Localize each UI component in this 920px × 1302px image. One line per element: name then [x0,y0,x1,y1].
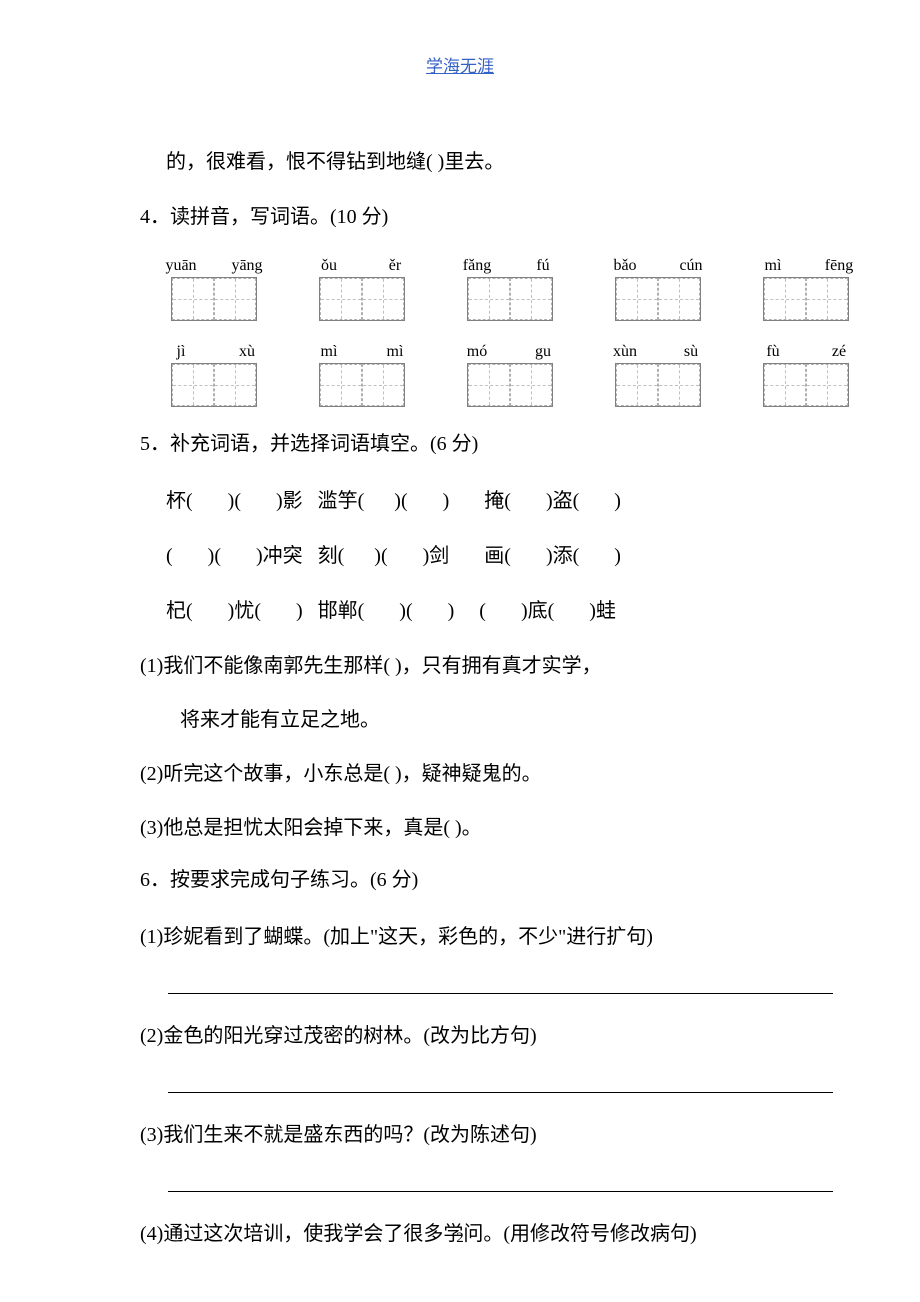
char-box[interactable] [468,364,510,406]
char-box[interactable] [764,364,806,406]
pinyin: fǎng [458,257,496,275]
idiom-row-2: ( )( )冲突 刻( )( )剑 画( )添( ) [140,539,807,568]
q5-sub2: (2)听完这个故事，小东总是( )，疑神疑鬼的。 [140,757,807,786]
pinyin-group: ǒu ěr [310,257,414,321]
pinyin: jì [162,343,200,361]
pinyin: cún [672,257,710,275]
pinyin: xù [228,343,266,361]
pinyin: zé [820,343,858,361]
q6-sub2: (2)金色的阳光穿过茂密的树林。(改为比方句) [140,1019,807,1048]
pinyin: ěr [376,257,414,275]
pinyin: gu [524,343,562,361]
char-box[interactable] [616,278,658,320]
pinyin: xùn [606,343,644,361]
char-box[interactable] [806,278,848,320]
question-4-label: 4．读拼音，写词语。(10 分) [140,202,807,232]
pinyin-boxes-row-2: jìxù mìmì mógu xùnsù fùzé [162,343,807,407]
pinyin: bǎo [606,257,644,275]
pinyin-group: mì fēng [754,257,858,321]
q6-sub3: (3)我们生来不就是盛东西的吗？(改为陈述句) [140,1118,807,1147]
q5-sub1: (1)我们不能像南郭先生那样( )，只有拥有真才实学， [140,649,807,678]
pinyin-group: bǎo cún [606,257,710,321]
pinyin: yāng [228,257,266,275]
char-box[interactable] [214,364,256,406]
char-box[interactable] [172,364,214,406]
char-box[interactable] [510,278,552,320]
char-box[interactable] [320,364,362,406]
page-header: 学海无涯 [0,0,920,77]
char-box[interactable] [764,278,806,320]
pinyin: mó [458,343,496,361]
pinyin-group: fù zé [754,343,858,407]
char-box[interactable] [320,278,362,320]
q5-sub1b: 将来才能有立足之地。 [140,703,807,732]
continuation-text: 的，很难看，恨不得钻到地缝( )里去。 [140,147,807,177]
pinyin: mì [754,257,792,275]
pinyin-group: xùn sù [606,343,710,407]
pinyin: yuān [162,257,200,275]
pinyin-group: mì mì [310,343,414,407]
page-number: 2 [0,1230,920,1247]
pinyin: fēng [820,257,858,275]
pinyin-group: mó gu [458,343,562,407]
question-6-label: 6．按要求完成句子练习。(6 分) [140,865,807,895]
char-box[interactable] [214,278,256,320]
main-content: 的，很难看，恨不得钻到地缝( )里去。 4．读拼音，写词语。(10 分) yuā… [0,77,920,1246]
char-box[interactable] [362,364,404,406]
char-box[interactable] [172,278,214,320]
pinyin: fù [754,343,792,361]
char-box[interactable] [616,364,658,406]
answer-blank-line[interactable] [168,1172,833,1192]
pinyin-group: yuān yāng [162,257,266,321]
question-5-label: 5．补充词语，并选择词语填空。(6 分) [140,429,807,459]
pinyin: mì [310,343,348,361]
pinyin: ǒu [310,257,348,275]
idiom-row-3: 杞( )忧( ) 邯郸( )( ) ( )底( )蛙 [140,594,807,623]
answer-blank-line[interactable] [168,974,833,994]
pinyin-boxes-row-1: yuānyāng ǒuěr fǎngfú bǎocún mìfēng [162,257,807,321]
idiom-row-1: 杯( )( )影 滥竽( )( ) 掩( )盗( ) [140,484,807,513]
char-box[interactable] [510,364,552,406]
q5-sub3: (3)他总是担忧太阳会掉下来，真是( )。 [140,811,807,840]
pinyin: fú [524,257,562,275]
char-box[interactable] [658,364,700,406]
pinyin-group: fǎng fú [458,257,562,321]
pinyin: sù [672,343,710,361]
pinyin-group: jì xù [162,343,266,407]
pinyin: mì [376,343,414,361]
char-box[interactable] [468,278,510,320]
q6-sub1: (1)珍妮看到了蝴蝶。(加上"这天，彩色的，不少"进行扩句) [140,920,807,949]
answer-blank-line[interactable] [168,1073,833,1093]
char-box[interactable] [806,364,848,406]
char-box[interactable] [362,278,404,320]
char-box[interactable] [658,278,700,320]
